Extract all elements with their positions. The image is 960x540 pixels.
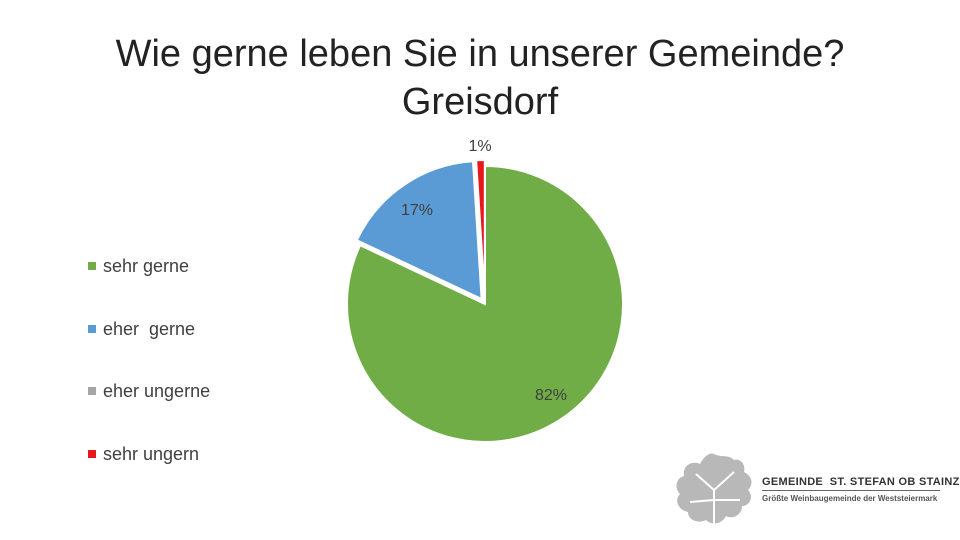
pie-slice-sehr-gerne — [346, 164, 624, 443]
pie-slice-eher-gerne — [355, 160, 483, 301]
chart-title-line2: Greisdorf — [401, 81, 559, 123]
legend-item-eher-ungerne: eher ungerne — [88, 379, 210, 403]
municipality-logo: GEMEINDE ST. STEFAN OB STAINZ Größte Wei… — [670, 450, 959, 532]
data-label: 17% — [401, 202, 433, 219]
logo-tagline: Größte Weinbaugemeinde der Weststeiermar… — [762, 494, 938, 503]
vine-leaf-icon — [676, 453, 752, 528]
legend-label: eher gerne — [103, 318, 196, 339]
chart-legend: sehr gerne eher gerne eher ungerne sehr … — [88, 254, 210, 504]
legend-item-sehr-ungern: sehr ungern — [88, 442, 210, 466]
data-label: 1% — [468, 138, 491, 155]
legend-swatch — [88, 324, 96, 333]
chart-title-line1: Wie gerne leben Sie in unserer Gemeinde? — [115, 33, 845, 75]
legend-swatch — [88, 449, 96, 458]
legend-swatch — [88, 387, 96, 395]
legend-swatch — [88, 262, 96, 270]
legend-label: sehr ungern — [103, 443, 200, 464]
logo-divider — [762, 490, 940, 491]
legend-label: sehr gerne — [103, 256, 190, 276]
chart-title: Wie gerne leben Sie in unserer Gemeinde?… — [0, 30, 960, 126]
legend-item-sehr-gerne: sehr gerne — [88, 254, 210, 278]
legend-label: eher ungerne — [103, 381, 211, 401]
pie-slice-sehr-ungern — [475, 159, 486, 299]
logo-name: GEMEINDE ST. STEFAN OB STAINZ — [762, 476, 960, 488]
legend-item-eher-gerne: eher gerne — [88, 317, 210, 341]
data-label: 82% — [535, 387, 567, 404]
